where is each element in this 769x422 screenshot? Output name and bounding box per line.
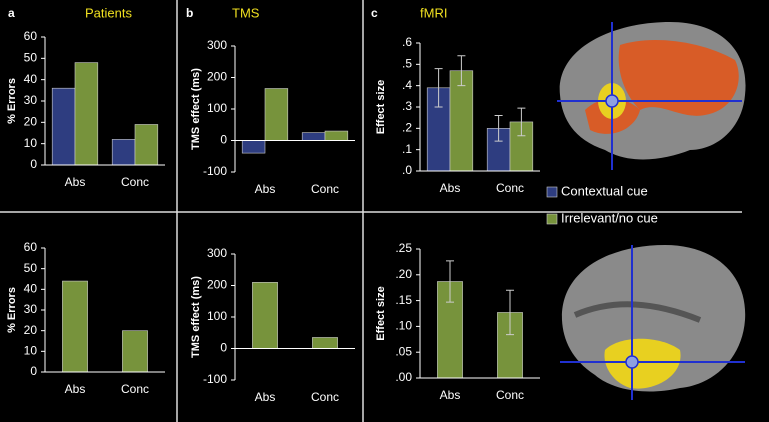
y-tick-label: .10 xyxy=(395,319,412,333)
y-axis-label: % Errors xyxy=(6,78,18,124)
error-bar xyxy=(506,289,514,336)
y-tick-label: .05 xyxy=(395,344,412,358)
y-tick-label: 40 xyxy=(24,282,38,296)
x-tick-label: Abs xyxy=(65,382,86,396)
y-tick-label: 0 xyxy=(220,133,227,147)
y-tick-label: 20 xyxy=(24,323,38,337)
chart-title: fMRI xyxy=(420,5,447,20)
bar xyxy=(111,139,136,166)
bar xyxy=(241,140,266,154)
y-tick-label: -100 xyxy=(203,164,227,178)
y-tick-label: 0 xyxy=(220,341,227,355)
x-tick-label: Conc xyxy=(311,182,339,196)
bar xyxy=(252,282,278,349)
chart-title: TMS xyxy=(232,5,260,20)
y-tick-label: .6 xyxy=(402,35,412,49)
x-tick-label: Abs xyxy=(255,390,276,404)
y-tick-label: .3 xyxy=(402,99,412,113)
legend-label: Contextual cue xyxy=(561,183,648,198)
legend-swatch xyxy=(546,213,558,225)
bar xyxy=(62,280,88,373)
y-tick-label: .20 xyxy=(395,267,412,281)
y-tick-label: .4 xyxy=(402,78,412,92)
error-bar xyxy=(494,115,503,142)
bar xyxy=(134,124,159,166)
y-tick-label: 100 xyxy=(207,101,227,115)
y-tick-label: 40 xyxy=(24,72,38,86)
y-tick-label: .1 xyxy=(402,142,412,156)
y-tick-label: 10 xyxy=(24,344,38,358)
legend-swatch xyxy=(546,186,558,198)
y-tick-label: 100 xyxy=(207,309,227,323)
x-tick-label: Conc xyxy=(121,382,149,396)
bar xyxy=(51,87,76,166)
y-tick-label: .00 xyxy=(395,370,412,384)
chart-title: Patients xyxy=(85,5,132,20)
y-tick-label: 60 xyxy=(24,240,38,254)
y-tick-label: 30 xyxy=(24,93,38,107)
y-tick-label: 50 xyxy=(24,51,38,65)
y-tick-label: 200 xyxy=(207,278,227,292)
y-tick-label: 300 xyxy=(207,246,227,260)
y-axis-label: Effect size xyxy=(375,80,387,134)
panel-letter: a xyxy=(8,6,15,20)
legend-label: Irrelevant/no cue xyxy=(561,210,658,225)
x-tick-label: Conc xyxy=(121,175,149,189)
error-bar xyxy=(434,68,443,108)
y-tick-label: 200 xyxy=(207,70,227,84)
x-tick-label: Conc xyxy=(496,388,524,402)
y-axis-label: % Errors xyxy=(6,287,18,333)
x-tick-label: Abs xyxy=(440,181,461,195)
y-axis-label: TMS effect (ms) xyxy=(190,68,202,150)
error-bar xyxy=(517,107,526,137)
brain-bottom xyxy=(560,245,746,400)
y-tick-label: 50 xyxy=(24,261,38,275)
panel-letter: b xyxy=(186,6,193,20)
y-tick-label: .15 xyxy=(395,293,412,307)
bar xyxy=(324,130,349,141)
y-tick-label: 10 xyxy=(24,136,38,150)
y-tick-label: .5 xyxy=(402,57,412,71)
bar xyxy=(74,62,99,166)
y-tick-label: 0 xyxy=(30,364,37,378)
error-bar xyxy=(446,260,454,303)
y-tick-label: .0 xyxy=(402,163,412,177)
y-tick-label: 30 xyxy=(24,302,38,316)
brain-top xyxy=(557,22,746,170)
x-tick-label: Conc xyxy=(496,181,524,195)
x-tick-label: Abs xyxy=(255,182,276,196)
y-tick-label: .25 xyxy=(395,241,412,255)
y-axis-label: Effect size xyxy=(375,286,387,340)
x-tick-label: Abs xyxy=(440,388,461,402)
x-tick-label: Conc xyxy=(311,390,339,404)
bar xyxy=(122,330,148,373)
y-tick-label: 0 xyxy=(30,157,37,171)
y-axis-label: TMS effect (ms) xyxy=(190,276,202,358)
y-tick-label: 300 xyxy=(207,38,227,52)
error-bar xyxy=(457,55,466,87)
y-tick-label: -100 xyxy=(203,372,227,386)
bar xyxy=(264,88,289,141)
panel-letter: c xyxy=(371,6,378,20)
y-tick-label: 20 xyxy=(24,115,38,129)
x-tick-label: Abs xyxy=(65,175,86,189)
y-tick-label: 60 xyxy=(24,29,38,43)
y-tick-label: .2 xyxy=(402,121,412,135)
bar xyxy=(312,337,338,349)
bar xyxy=(301,132,326,141)
